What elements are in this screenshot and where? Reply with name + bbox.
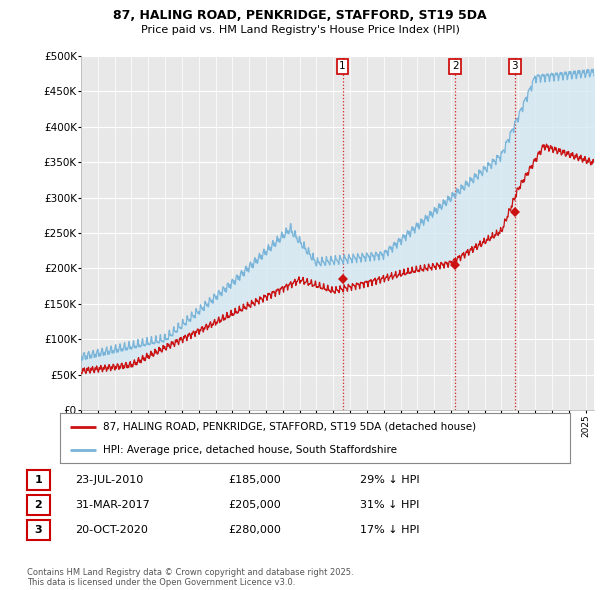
Text: 1: 1: [339, 61, 346, 71]
Text: 2: 2: [452, 61, 458, 71]
Text: 3: 3: [35, 525, 42, 535]
Text: 1: 1: [35, 475, 42, 485]
Text: 20-OCT-2020: 20-OCT-2020: [75, 525, 148, 535]
Text: £280,000: £280,000: [228, 525, 281, 535]
Text: 3: 3: [512, 61, 518, 71]
Text: 23-JUL-2010: 23-JUL-2010: [75, 475, 143, 485]
Text: £205,000: £205,000: [228, 500, 281, 510]
Text: 87, HALING ROAD, PENKRIDGE, STAFFORD, ST19 5DA: 87, HALING ROAD, PENKRIDGE, STAFFORD, ST…: [113, 9, 487, 22]
Text: 31-MAR-2017: 31-MAR-2017: [75, 500, 150, 510]
Text: 31% ↓ HPI: 31% ↓ HPI: [360, 500, 419, 510]
Text: 2: 2: [35, 500, 42, 510]
Text: Price paid vs. HM Land Registry's House Price Index (HPI): Price paid vs. HM Land Registry's House …: [140, 25, 460, 35]
Text: 17% ↓ HPI: 17% ↓ HPI: [360, 525, 419, 535]
Text: 87, HALING ROAD, PENKRIDGE, STAFFORD, ST19 5DA (detached house): 87, HALING ROAD, PENKRIDGE, STAFFORD, ST…: [103, 421, 476, 431]
Text: £185,000: £185,000: [228, 475, 281, 485]
Text: Contains HM Land Registry data © Crown copyright and database right 2025.
This d: Contains HM Land Registry data © Crown c…: [27, 568, 353, 587]
Text: 29% ↓ HPI: 29% ↓ HPI: [360, 475, 419, 485]
Text: HPI: Average price, detached house, South Staffordshire: HPI: Average price, detached house, Sout…: [103, 445, 397, 455]
